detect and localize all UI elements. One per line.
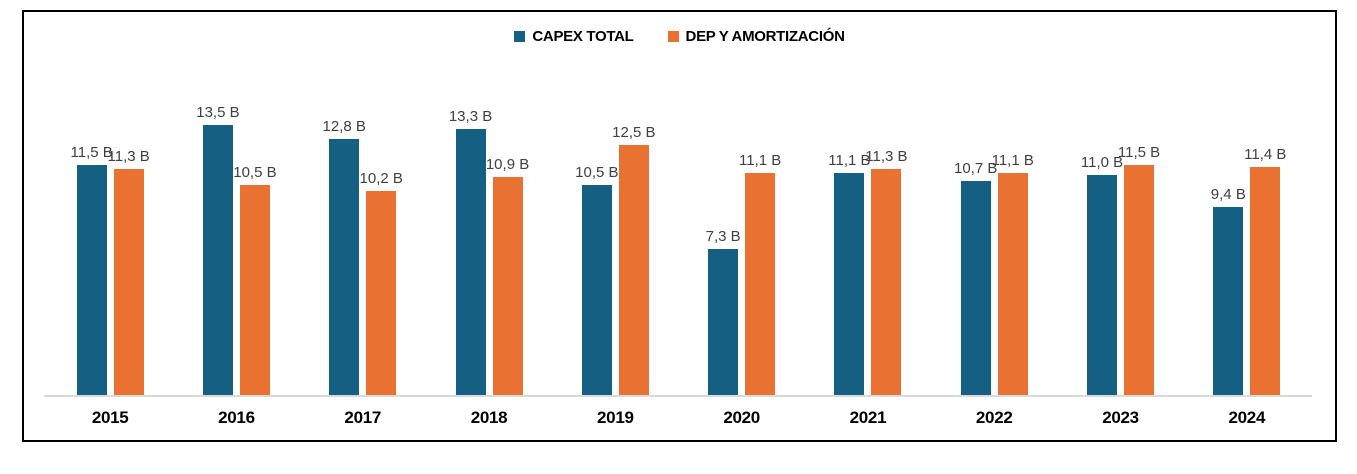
bar-value-label: 11,3 B [107, 148, 150, 165]
bar-value-label: 11,1 B [828, 152, 871, 169]
bar-value-label: 11,5 B [70, 144, 113, 161]
bar-value-label: 9,4 B [1210, 186, 1246, 203]
x-axis-label: 2023 [1102, 408, 1139, 427]
bar-value-label: 11,4 B [1244, 146, 1287, 163]
x-axis-label: 2017 [344, 408, 382, 427]
bar-capex: 13,3 B [449, 108, 492, 395]
bar-value-label: 10,5 B [575, 164, 619, 181]
bar-capex: 10,7 B [954, 160, 997, 395]
bar-dep: 11,3 B [865, 148, 908, 395]
bar-group: 11,1 B 11,3 B [805, 115, 931, 395]
bar-capex: 11,5 B [71, 144, 113, 395]
bar-capex: 9,4 B [1211, 186, 1246, 395]
bar-value-label: 11,0 B [1080, 154, 1124, 171]
bar-value-label: 13,5 B [196, 104, 240, 121]
bar-dep: 10,5 B [233, 164, 277, 395]
x-axis-label: 2018 [470, 408, 508, 427]
legend-swatch-dep [667, 31, 679, 42]
bar-capex: 10,5 B [575, 164, 619, 395]
bar-value-label: 10,2 B [359, 170, 403, 187]
bar-value-label: 11,5 B [1117, 144, 1161, 161]
bar-group: 7,3 B 11,1 B [678, 115, 804, 395]
bar-capex: 13,5 B [196, 104, 240, 395]
legend-label-dep: DEP Y AMORTIZACIÓN [685, 28, 845, 45]
legend-item-dep: DEP Y AMORTIZACIÓN [667, 28, 845, 45]
bar-value-label: 11,3 B [865, 148, 908, 165]
x-axis-label: 2021 [849, 408, 887, 427]
x-axis-labels: 2015 2016 2017 2018 2019 2020 2021 2022 2023 2024 [47, 408, 1310, 432]
bar-dep: 12,5 B [612, 124, 656, 395]
bar-value-label: 7,3 B [705, 228, 741, 245]
bar-capex: 11,1 B [828, 152, 871, 395]
bar-group: 10,5 B 12,5 B [552, 115, 678, 395]
bar-capex: 11,0 B [1081, 154, 1123, 395]
bar-value-label: 10,5 B [233, 164, 277, 181]
bar-value-label: 13,3 B [448, 108, 493, 125]
bar-value-label: 11,1 B [991, 152, 1034, 169]
bar-dep: 10,9 B [486, 156, 529, 395]
bar-value-label: 12,5 B [612, 124, 656, 141]
bar-dep: 10,2 B [360, 170, 403, 395]
bar-dep: 11,4 B [1244, 146, 1286, 395]
bar-dep: 11,1 B [739, 152, 781, 395]
bar-dep: 11,5 B [1118, 144, 1160, 395]
bar-group: 12,8 B 10,2 B [300, 115, 426, 395]
bar-dep: 11,1 B [992, 152, 1034, 395]
bar-group: 13,5 B 10,5 B [173, 104, 299, 395]
bar-group: 9,4 B 11,4 B [1184, 115, 1310, 395]
bar-group: 13,3 B 10,9 B [426, 108, 552, 395]
bar-group: 10,7 B 11,1 B [931, 115, 1057, 395]
x-axis-label: 2015 [91, 408, 129, 427]
x-axis-line [44, 395, 1312, 397]
legend-item-capex: CAPEX TOTAL [514, 28, 634, 45]
x-axis-label: 2024 [1228, 408, 1266, 427]
legend-swatch-capex [514, 31, 526, 42]
x-axis-label: 2022 [975, 408, 1013, 427]
bar-value-label: 10,9 B [485, 156, 530, 173]
chart-frame: CAPEX TOTAL DEP Y AMORTIZACIÓN 11,5 B 11,… [22, 10, 1337, 442]
bar-value-label: 12,8 B [322, 118, 366, 135]
x-axis-label: 2019 [597, 408, 634, 427]
legend-label-capex: CAPEX TOTAL [532, 28, 634, 45]
bar-capex: 7,3 B [706, 228, 741, 395]
legend: CAPEX TOTAL DEP Y AMORTIZACIÓN [24, 28, 1335, 45]
bar-group: 11,0 B 11,5 B [1057, 115, 1183, 395]
plot-area: 11,5 B 11,3 B 13,5 B 10,5 B 12,8 B 10,2 B 13,3… [47, 104, 1310, 395]
bar-dep: 11,3 B [108, 148, 150, 395]
x-axis-label: 2016 [218, 408, 255, 427]
bar-group: 11,5 B 11,3 B [47, 115, 173, 395]
bar-value-label: 11,1 B [738, 152, 782, 169]
bar-value-label: 10,7 B [954, 160, 998, 177]
x-axis-label: 2020 [723, 408, 760, 427]
bar-capex: 12,8 B [323, 118, 366, 395]
